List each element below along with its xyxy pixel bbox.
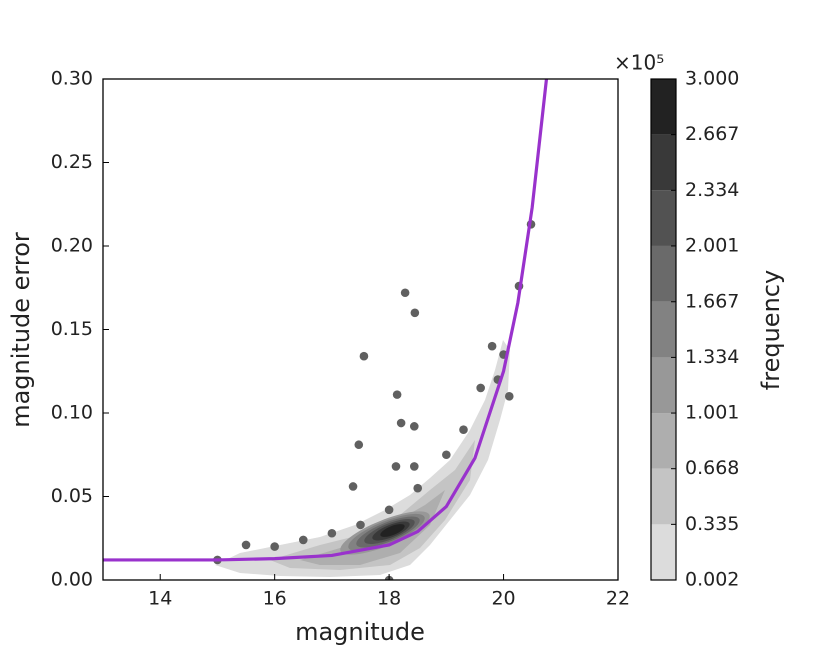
y-axis-label: magnitude error [7, 232, 35, 428]
colorbar-tick-label: 1.667 [685, 290, 739, 312]
colorbar-label: frequency [757, 270, 785, 390]
colorbar-tick-label: 3.000 [685, 68, 739, 90]
scatter-point [354, 440, 364, 450]
colorbar-band [651, 413, 676, 469]
scatter-point [504, 392, 514, 401]
x-tick-label: 16 [263, 588, 287, 610]
y-tick-label: 0.25 [51, 151, 93, 173]
scatter-point [298, 535, 308, 545]
x-axis-label: magnitude [295, 618, 425, 646]
colorbar-tick-label: 2.667 [685, 123, 739, 145]
y-tick-label: 0.15 [51, 318, 93, 340]
y-tick-label: 0.00 [51, 569, 93, 591]
colorbar-band [651, 357, 676, 414]
scatter-point [392, 390, 402, 399]
x-tick-label: 14 [148, 588, 172, 610]
fit-line [103, 79, 549, 562]
scatter-point [241, 540, 251, 550]
x-tick-label: 18 [377, 588, 401, 610]
scatter-point [327, 528, 337, 538]
colorbar-band [651, 524, 676, 580]
scatter-point [400, 288, 410, 298]
colorbar-tick-label: 1.334 [685, 346, 739, 368]
y-tick-label: 0.10 [51, 402, 93, 424]
colorbar-band [651, 468, 676, 525]
plot-area [103, 79, 549, 580]
scatter-point [487, 341, 497, 351]
scatter-point [413, 483, 423, 493]
scatter-point [391, 462, 401, 471]
scatter-point [409, 462, 419, 471]
colorbar-band [651, 190, 676, 246]
colorbar-tick-label: 2.334 [685, 179, 739, 201]
scatter-point [356, 520, 365, 530]
scatter-point [409, 422, 419, 431]
x-tick-label: 22 [606, 588, 630, 610]
scatter-point [476, 383, 485, 393]
colorbar-band [651, 301, 676, 358]
colorbar-frame [650, 78, 677, 581]
colorbar-tick-label: 2.001 [685, 234, 739, 256]
scatter-point [270, 542, 279, 551]
scatter-point [410, 308, 420, 318]
colorbar-tick-label: 0.335 [685, 513, 739, 535]
colorbar-multiplier: ×10⁵ [614, 51, 664, 75]
y-tick-label: 0.30 [51, 68, 93, 90]
colorbar-band [651, 134, 676, 191]
colorbar-tick-label: 1.001 [685, 402, 739, 424]
scatter-point [359, 351, 369, 361]
colorbar-band [651, 79, 676, 135]
scatter-point [348, 482, 358, 491]
x-tick-label: 20 [491, 588, 515, 610]
scatter-point [459, 425, 468, 435]
y-tick-label: 0.20 [51, 235, 93, 257]
scatter-point [384, 505, 394, 515]
colorbar-band [651, 245, 676, 302]
colorbar-tick-label: 0.668 [685, 457, 739, 479]
density-contour [380, 524, 405, 537]
scatter-point [442, 450, 451, 460]
colorbar-tick-label: 0.002 [685, 569, 739, 591]
plot-frame [102, 78, 619, 581]
density-contour [270, 440, 475, 570]
y-tick-label: 0.05 [51, 485, 93, 507]
scatter-point [396, 418, 406, 428]
